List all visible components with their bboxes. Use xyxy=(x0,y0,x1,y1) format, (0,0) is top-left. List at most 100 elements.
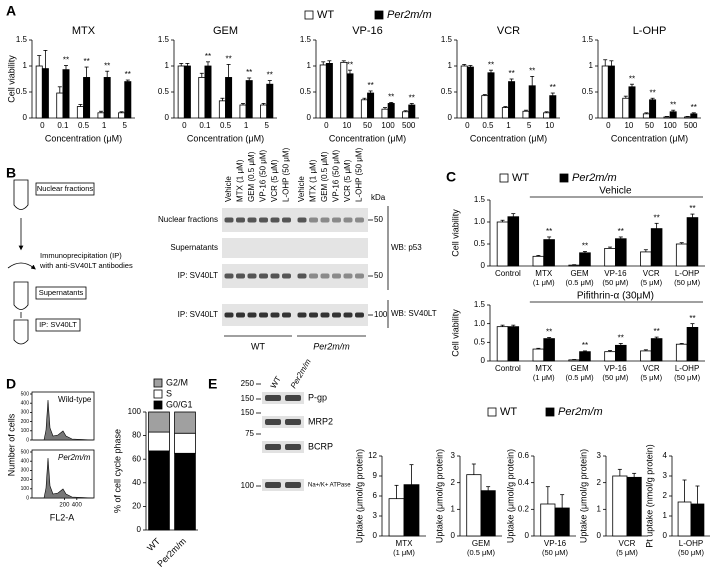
bar xyxy=(549,95,557,119)
y-tick-label: 0.5 xyxy=(474,337,486,346)
bar xyxy=(615,238,627,267)
significance: ** xyxy=(367,81,373,90)
lane-label: MTX (1 μM) xyxy=(236,159,245,202)
chart-title: L-OHP xyxy=(633,25,667,37)
y-tick-label: 1.5 xyxy=(300,35,312,44)
bar xyxy=(460,65,468,119)
error-bar xyxy=(368,90,373,94)
bar xyxy=(260,104,268,119)
category-note: (50 μM) xyxy=(678,548,704,557)
y-tick-label: 0 xyxy=(137,525,142,534)
blot-band xyxy=(282,273,291,279)
y-tick-label: 1.5 xyxy=(474,300,486,309)
error-bar xyxy=(179,63,184,66)
error-bar xyxy=(471,463,476,475)
error-bar xyxy=(327,60,332,64)
group-label: Per2m/m xyxy=(313,341,350,351)
error-bar xyxy=(582,251,587,253)
x-tick-label: 0 xyxy=(324,121,329,130)
category-note: (5 μM) xyxy=(640,278,662,287)
error-bar xyxy=(247,77,252,81)
y-tick-label: 9 xyxy=(373,471,378,480)
x-tick-label: 10 xyxy=(342,121,351,130)
y-tick-label: 2 xyxy=(597,478,602,487)
legend-label: Per2m/m xyxy=(572,172,617,184)
y-tick-label: 1.5 xyxy=(474,195,486,204)
lane-label: GEM (0.5 μM) xyxy=(247,151,256,202)
y-tick-label: 4 xyxy=(663,451,668,460)
x-axis-label: Concentration (μM) xyxy=(329,133,406,143)
bar xyxy=(604,247,616,267)
legend-label: G0/G1 xyxy=(166,399,193,409)
y-tick-label: 0 xyxy=(23,113,28,122)
y-axis-label: Uptake (μmol/g protein) xyxy=(354,449,364,543)
bar xyxy=(522,110,530,119)
blot-band xyxy=(297,217,307,223)
x-tick-label: 0.1 xyxy=(57,121,69,130)
blot-row-label: IP: SV40LT xyxy=(178,271,218,280)
hist-y-tick-label: 200 xyxy=(21,419,30,425)
x-tick-label: Control xyxy=(495,269,521,278)
chart-title: VP-16 xyxy=(352,25,383,37)
error-bar xyxy=(547,337,552,339)
y-tick-label: 0.5 xyxy=(16,87,28,96)
panel-label: E xyxy=(208,376,217,392)
error-bar xyxy=(99,110,104,113)
bar xyxy=(554,507,570,537)
error-bar xyxy=(394,484,399,499)
error-bar xyxy=(84,66,89,78)
blot-band xyxy=(247,217,257,223)
significance: ** xyxy=(83,57,89,66)
bar xyxy=(642,113,650,119)
bar xyxy=(83,77,91,119)
error-bar xyxy=(462,64,467,66)
error-bar xyxy=(582,350,587,352)
blot-band xyxy=(265,419,281,425)
significance: ** xyxy=(629,74,635,83)
x-tick-label: 500 xyxy=(402,121,416,130)
significance: ** xyxy=(63,56,69,65)
step-label: IP: SV40LT xyxy=(39,320,77,329)
error-bar xyxy=(241,103,246,105)
bar xyxy=(487,72,495,119)
error-bar xyxy=(341,60,346,63)
significance: ** xyxy=(618,334,624,343)
bar xyxy=(675,243,688,267)
hist-y-tick-label: 100 xyxy=(21,486,30,492)
error-bar xyxy=(629,83,634,87)
bar xyxy=(225,77,233,119)
y-axis-label: Cell viability xyxy=(6,55,16,103)
x-tick-label: 0 xyxy=(465,121,470,130)
chart-title: Pifithrin-α (30μM) xyxy=(577,291,654,302)
lane-label: VCR (5 μM) xyxy=(270,159,279,202)
legend-swatch xyxy=(487,407,497,417)
bar xyxy=(640,251,652,267)
legend-label: S xyxy=(166,388,172,398)
bar xyxy=(543,338,555,362)
error-bar xyxy=(643,349,648,351)
bar xyxy=(387,103,395,119)
bar xyxy=(466,474,482,537)
legend-label: WT xyxy=(317,9,334,21)
legend-label: WT xyxy=(512,172,529,184)
legend-swatch xyxy=(153,400,163,410)
x-tick-label: 0.5 xyxy=(78,121,90,130)
significance: ** xyxy=(508,69,514,78)
bar xyxy=(177,65,185,119)
bar xyxy=(183,65,191,119)
bar xyxy=(481,95,489,119)
error-bar xyxy=(403,110,408,112)
category-note: (0.5 μM) xyxy=(566,278,595,287)
y-tick-label: 0.4 xyxy=(518,478,530,487)
category-note: (1 μM) xyxy=(393,548,415,557)
error-bar xyxy=(409,103,414,105)
x-tick-label: VP-16 xyxy=(604,364,627,373)
error-bar xyxy=(618,236,623,239)
x-tick-label: L-OHP xyxy=(675,269,699,278)
x-tick-label: L-OHP xyxy=(679,539,703,548)
marker-label: 100 xyxy=(374,310,388,319)
bar xyxy=(568,264,580,267)
error-bar xyxy=(503,106,508,108)
error-bar xyxy=(488,69,493,73)
